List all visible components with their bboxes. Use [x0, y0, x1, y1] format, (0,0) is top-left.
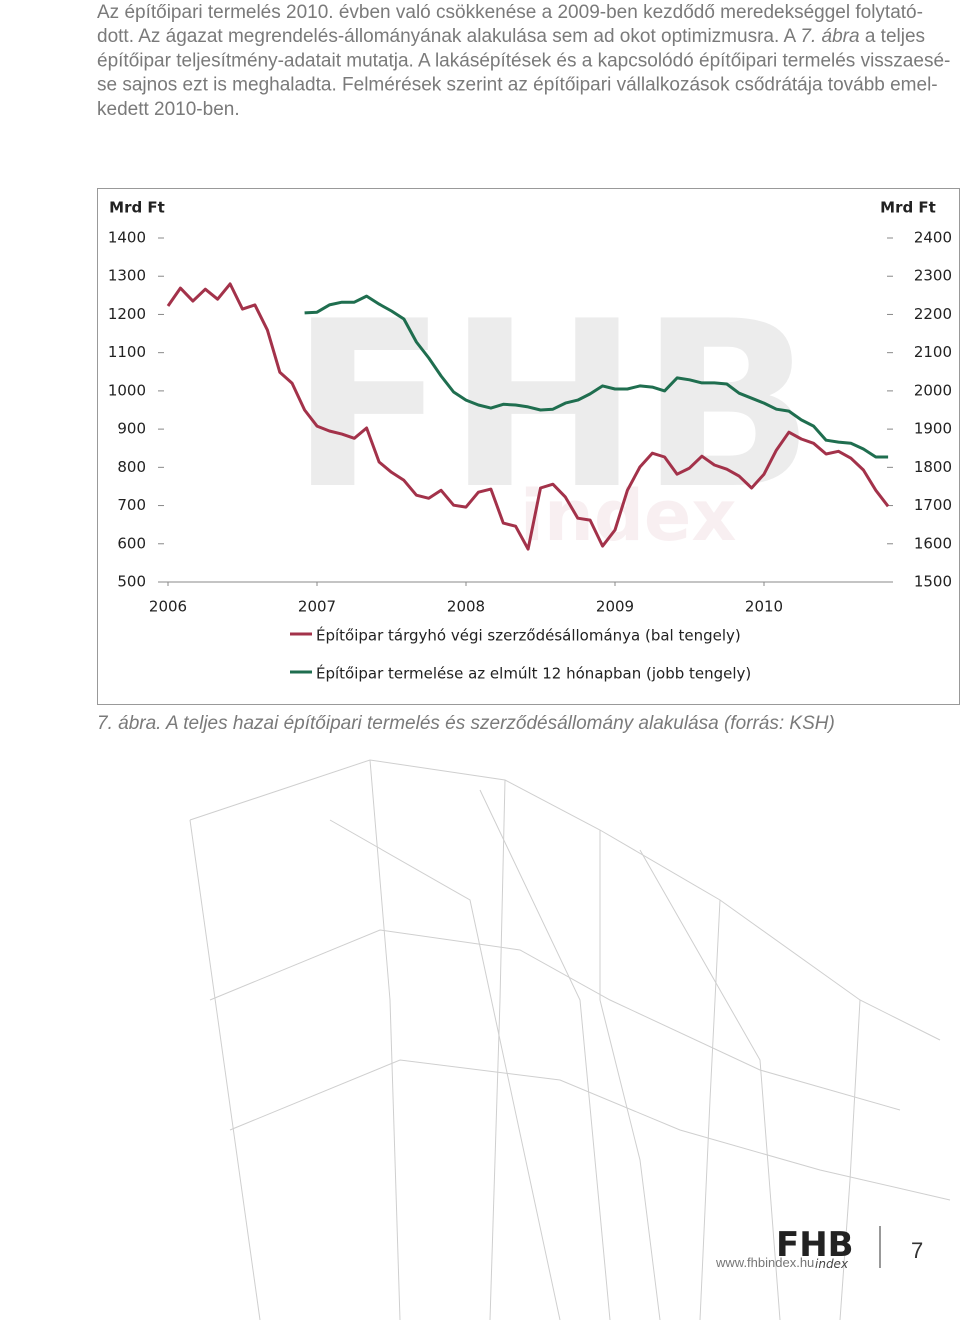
y2-tick-label: 1900 [914, 420, 952, 438]
x-tick-label: 2010 [745, 598, 783, 616]
caption: 7. ábra. A teljes hazai építőipari terme… [97, 713, 835, 734]
y-tick-label: 600 [117, 534, 146, 552]
y2-tick-label: 1600 [914, 534, 952, 552]
y-tick-label: 700 [117, 496, 146, 514]
watermark-logo: FHB [290, 273, 815, 540]
body-line: se sajnos ezt is meghaladta. Felmérések … [97, 75, 938, 96]
y-tick-label: 800 [117, 458, 146, 476]
body-line: Az építőipari termelés 2010. évben való … [97, 2, 923, 23]
footer-url: www.fhbindex.hu [715, 1255, 814, 1270]
body-segment: építőipar teljesítmény-adatait mutatja. … [97, 50, 950, 71]
body-segment: dott. Az ágazat megrendelés-állományának… [97, 26, 800, 47]
y2-tick-label: 2300 [914, 267, 952, 285]
x-tick-label: 2007 [298, 598, 336, 616]
x-tick-label: 2006 [149, 598, 187, 616]
body-segment: Az építőipari termelés 2010. évben való … [97, 2, 923, 23]
x-tick-label: 2008 [447, 598, 485, 616]
y-tick-label: 1300 [108, 267, 146, 285]
body-line: építőipar teljesítmény-adatait mutatja. … [97, 50, 950, 71]
legend-label: Építőipar tárgyhó végi szerződésállomány… [316, 626, 741, 645]
y-axis-unit: Mrd Ft [109, 199, 165, 217]
y2-tick-label: 1800 [914, 458, 952, 476]
y-tick-label: 1100 [108, 343, 146, 361]
y2-tick-label: 2200 [914, 305, 952, 323]
decoration [189, 759, 951, 1321]
body-segment: a teljes [860, 26, 925, 47]
y2-tick-label: 2400 [914, 229, 952, 247]
y-tick-label: 1200 [108, 305, 146, 323]
body-segment: 7. ábra [800, 26, 859, 47]
series-line [304, 294, 889, 459]
y2-axis-unit: Mrd Ft [880, 199, 936, 217]
footer-logo-sub: index [815, 1257, 849, 1271]
footer-logo: FHB [776, 1225, 854, 1265]
chart: Mrd Ft Mrd Ft 500 600 700 800 900 1000 1100 1200 1… [108, 199, 952, 683]
body-line: kedett 2010-ben. [97, 99, 240, 120]
y2-tick-label: 1500 [914, 573, 952, 591]
y2-tick-label: 2100 [914, 343, 952, 361]
body-segment: se sajnos ezt is meghaladta. Felmérések … [97, 75, 938, 96]
y-tick-label: 900 [117, 420, 146, 438]
y2-tick-label: 1700 [914, 496, 952, 514]
y2-tick-label: 2000 [914, 381, 952, 399]
page-number: 7 [911, 1238, 923, 1263]
y-tick-label: 1400 [108, 229, 146, 247]
watermark: FHB index [290, 273, 815, 557]
x-tick-label: 2009 [596, 598, 634, 616]
legend-label: Építőipar termelése az elmúlt 12 hónapba… [316, 664, 751, 683]
y-tick-label: 500 [117, 573, 146, 591]
body-line: dott. Az ágazat megrendelés-állományának… [97, 26, 925, 47]
body-text: Az építőipari termelés 2010. évben való … [97, 2, 950, 120]
series-line [166, 282, 890, 551]
body-segment: kedett 2010-ben. [97, 99, 240, 120]
y-tick-label: 1000 [108, 381, 146, 399]
